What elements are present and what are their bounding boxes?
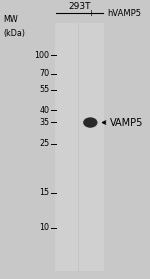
Ellipse shape [86,119,95,126]
Text: 100: 100 [34,50,49,60]
Ellipse shape [84,118,97,127]
Ellipse shape [88,121,93,124]
Text: 15: 15 [39,188,49,197]
Ellipse shape [89,122,92,124]
Ellipse shape [87,120,94,125]
Ellipse shape [84,118,96,127]
Text: 25: 25 [39,139,49,148]
Text: 70: 70 [39,69,49,78]
Text: VAMP5: VAMP5 [110,117,143,128]
Ellipse shape [88,121,92,124]
Text: 10: 10 [39,223,49,232]
Text: (kDa): (kDa) [3,29,25,38]
Text: 55: 55 [39,85,49,94]
Ellipse shape [86,120,94,126]
Text: +: + [87,9,94,18]
Text: MW: MW [3,15,18,24]
Text: 40: 40 [39,106,49,115]
Ellipse shape [83,117,98,128]
Text: 293T: 293T [68,1,91,11]
Text: hVAMP5: hVAMP5 [107,9,141,18]
Bar [55,23,104,271]
Ellipse shape [85,119,96,126]
Text: 35: 35 [39,117,49,127]
Text: -: - [64,9,67,18]
